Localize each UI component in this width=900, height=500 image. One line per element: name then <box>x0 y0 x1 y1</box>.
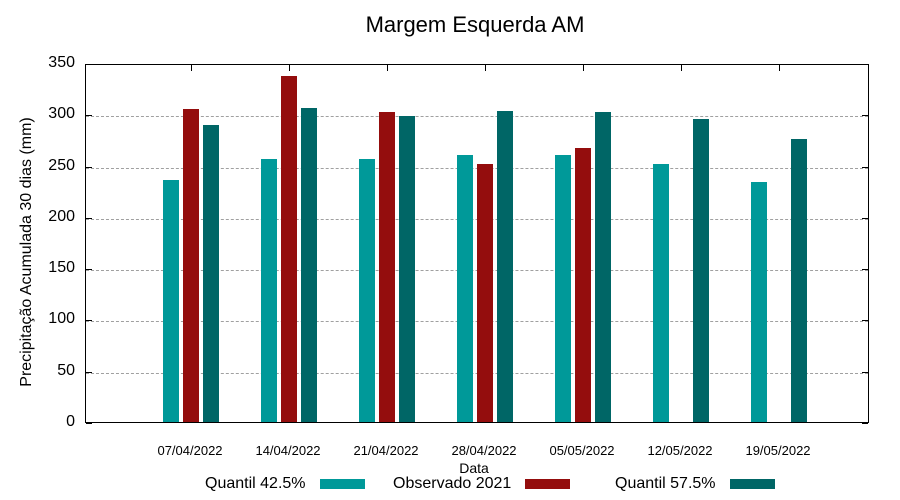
y-tick-label: 200 <box>48 207 75 225</box>
bar <box>301 108 317 422</box>
bar <box>203 124 219 422</box>
y-tick-mark <box>862 371 868 373</box>
y-tick-label: 50 <box>57 361 75 379</box>
legend-item: Observado 2021 <box>393 475 571 493</box>
x-tick-label: 12/05/2022 <box>647 443 713 458</box>
y-tick-mark <box>86 423 92 424</box>
y-tick-mark <box>862 423 868 424</box>
x-tick-mark <box>583 65 584 71</box>
x-tick-mark <box>289 65 290 71</box>
gridline <box>86 116 868 118</box>
y-tick-mark <box>862 320 868 322</box>
bar <box>595 112 611 422</box>
bar <box>359 159 375 422</box>
y-axis-label: Precipitação Acumulada 30 dias (mm) <box>18 117 35 387</box>
bar <box>575 148 591 422</box>
legend-swatch <box>525 479 571 489</box>
legend-item: Quantil 42.5% <box>205 475 365 493</box>
bar <box>281 76 297 422</box>
x-axis-label: Data <box>459 460 489 476</box>
x-tick-label: 14/04/2022 <box>255 443 321 458</box>
y-tick-mark <box>86 115 92 117</box>
x-tick-mark <box>779 65 780 71</box>
bar <box>497 111 513 422</box>
y-tick-mark <box>86 320 92 322</box>
plot-area <box>85 64 869 424</box>
legend-item: Quantil 57.5% <box>615 475 775 493</box>
y-tick-mark <box>86 269 92 271</box>
y-tick-mark <box>862 64 868 65</box>
bar <box>791 138 807 422</box>
x-tick-label: 28/04/2022 <box>451 443 517 458</box>
bar <box>399 116 415 422</box>
bar <box>379 112 395 422</box>
legend-swatch <box>729 479 775 489</box>
y-tick-mark <box>86 166 92 168</box>
y-tick-mark <box>862 217 868 219</box>
bar <box>693 119 709 422</box>
bar <box>457 155 473 422</box>
bar <box>477 163 493 422</box>
y-tick-mark <box>86 217 92 219</box>
y-tick-label: 0 <box>66 413 75 430</box>
legend-label: Observado 2021 <box>393 475 512 492</box>
bar <box>555 155 571 422</box>
x-tick-mark <box>681 65 682 71</box>
legend-swatch <box>319 479 365 489</box>
y-tick-label: 350 <box>48 54 75 71</box>
x-tick-label: 19/05/2022 <box>745 443 811 458</box>
legend-label: Quantil 42.5% <box>205 475 306 492</box>
y-tick-mark <box>862 269 868 271</box>
y-tick-label: 150 <box>48 259 75 277</box>
x-tick-label: 05/05/2022 <box>549 443 615 458</box>
y-tick-mark <box>862 166 868 168</box>
y-tick-mark <box>86 64 92 65</box>
y-tick-mark <box>86 371 92 373</box>
bar <box>751 181 767 422</box>
y-tick-mark <box>862 115 868 117</box>
x-tick-label: 21/04/2022 <box>353 443 419 458</box>
bar <box>163 179 179 422</box>
chart-title: Margem Esquerda AM <box>365 12 585 37</box>
y-tick-label: 300 <box>48 105 75 123</box>
legend-label: Quantil 57.5% <box>615 475 716 492</box>
y-tick-label: 250 <box>48 156 75 174</box>
x-tick-mark <box>191 65 192 71</box>
bar <box>653 163 669 422</box>
bar <box>261 159 277 422</box>
bar <box>183 109 199 422</box>
x-tick-mark <box>387 65 388 71</box>
x-tick-label: 07/04/2022 <box>157 443 223 458</box>
y-tick-label: 100 <box>48 310 75 328</box>
x-tick-mark <box>485 65 486 71</box>
